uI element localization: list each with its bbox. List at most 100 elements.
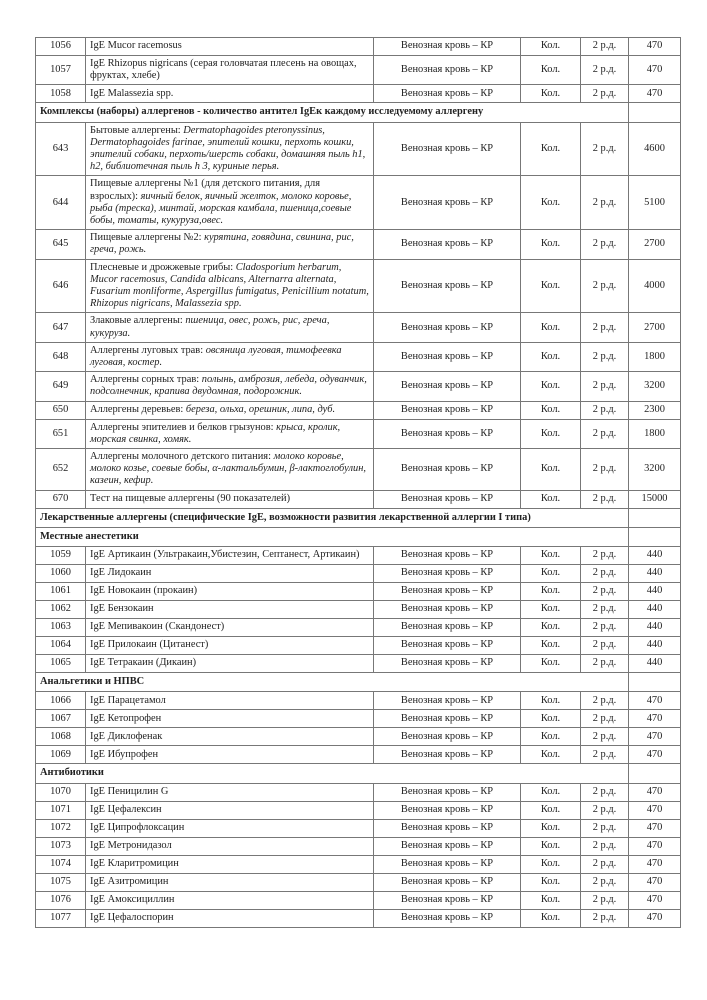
test-name: IgE Бензокаин bbox=[90, 603, 154, 615]
name-cell: IgE Метронидазол bbox=[85, 836, 374, 856]
name-cell: IgE Мепивакоин (Скандонест) bbox=[85, 618, 374, 638]
duration-cell: 2 р.д. bbox=[580, 890, 629, 910]
material-cell: Венозная кровь – КР bbox=[373, 312, 521, 343]
allergen-list: крыса, кролик, морская свинка, хомяк. bbox=[90, 421, 341, 445]
code-cell: 651 bbox=[35, 418, 86, 450]
code-cell: 1062 bbox=[35, 600, 86, 620]
table-row: 645 Пищевые аллергены №2: курятина, говяд… bbox=[35, 229, 681, 260]
table-row: 1068 IgE Диклофенак Венозная кровь – КР Кол… bbox=[35, 727, 681, 747]
test-name: IgE Лидокаин bbox=[90, 567, 152, 579]
name-cell: IgE Rhizopus nigricans (серая головчатая… bbox=[85, 54, 374, 86]
method-cell: Кол. bbox=[520, 691, 581, 711]
material-cell: Венозная кровь – КР bbox=[373, 908, 521, 928]
method-cell: Кол. bbox=[520, 818, 581, 838]
table-row: 651 Аллергены эпителиев и белков грызунов… bbox=[35, 418, 681, 450]
code-cell: 1075 bbox=[35, 872, 86, 892]
test-name: IgE Новокаин (прокаин) bbox=[90, 585, 198, 597]
test-name: IgE Метронидазол bbox=[90, 839, 172, 851]
method-cell: Кол. bbox=[520, 121, 581, 177]
name-cell: IgE Прилокаин (Цитанест) bbox=[85, 636, 374, 656]
duration-cell: 2 р.д. bbox=[580, 654, 629, 674]
section-header-row: Местные анестетики bbox=[35, 526, 681, 548]
method-cell: Кол. bbox=[520, 618, 581, 638]
price-cell: 470 bbox=[628, 709, 681, 729]
method-cell: Кол. bbox=[520, 400, 581, 420]
price-cell: 1800 bbox=[628, 418, 681, 450]
test-name: Аллергены деревьев: bbox=[90, 404, 186, 416]
material-cell: Венозная кровь – КР bbox=[373, 618, 521, 638]
code-cell: 670 bbox=[35, 489, 86, 509]
duration-cell: 2 р.д. bbox=[580, 371, 629, 402]
material-cell: Венозная кровь – КР bbox=[373, 229, 521, 260]
table-row: 1065 IgE Тетракаин (Дикаин) Венозная кровь… bbox=[35, 654, 681, 674]
section-title: Анальгетики и НПВС bbox=[35, 672, 629, 693]
method-cell: Кол. bbox=[520, 654, 581, 674]
test-name: Тест на пищевые аллергены (90 показателе… bbox=[90, 493, 291, 505]
table-row: 1076 IgE Амоксициллин Венозная кровь – КР К… bbox=[35, 890, 681, 910]
duration-cell: 2 р.д. bbox=[580, 600, 629, 620]
duration-cell: 2 р.д. bbox=[580, 636, 629, 656]
code-cell: 1074 bbox=[35, 854, 86, 874]
price-cell: 1800 bbox=[628, 341, 681, 373]
allergen-list: Cladosporium herbarum, Mucor racemosus, … bbox=[90, 261, 369, 310]
test-name: IgE Азитромицин bbox=[90, 875, 169, 887]
duration-cell: 2 р.д. bbox=[580, 818, 629, 838]
test-name: Аллергены луговых трав: bbox=[90, 344, 206, 356]
test-name: IgE Кетопрофен bbox=[90, 712, 162, 724]
name-cell: Аллергены сорных трав: полынь, амброзия,… bbox=[85, 371, 374, 402]
material-cell: Венозная кровь – КР bbox=[373, 54, 521, 86]
material-cell: Венозная кровь – КР bbox=[373, 782, 521, 802]
price-cell: 470 bbox=[628, 890, 681, 910]
duration-cell: 2 р.д. bbox=[580, 836, 629, 856]
table-row: 1072 IgE Ципрофлоксацин Венозная кровь – К… bbox=[35, 818, 681, 838]
method-cell: Кол. bbox=[520, 745, 581, 765]
name-cell: Тест на пищевые аллергены (90 показателе… bbox=[85, 489, 374, 509]
table-row: 1060 IgE Лидокаин Венозная кровь – КР Кол. 2… bbox=[35, 564, 681, 584]
test-name: IgE Тетракаин (Дикаин) bbox=[90, 657, 197, 669]
duration-cell: 2 р.д. bbox=[580, 341, 629, 373]
test-name: Аллергены сорных трав: bbox=[90, 374, 202, 386]
price-cell: 470 bbox=[628, 691, 681, 711]
name-cell: IgE Артикаин (Ультракаин,Убистезин, Септ… bbox=[85, 546, 374, 566]
method-cell: Кол. bbox=[520, 800, 581, 820]
price-cell-empty bbox=[628, 672, 681, 693]
duration-cell: 2 р.д. bbox=[580, 872, 629, 892]
material-cell: Венозная кровь – КР bbox=[373, 564, 521, 584]
name-cell: Аллергены луговых трав: овсяница луговая… bbox=[85, 341, 374, 373]
material-cell: Венозная кровь – КР bbox=[373, 418, 521, 450]
table-row: 1066 IgE Парацетамол Венозная кровь – КР Ко… bbox=[35, 691, 681, 711]
code-cell: 1061 bbox=[35, 582, 86, 602]
test-name: IgE Мепивакоин (Скандонест) bbox=[90, 621, 225, 633]
table-row: 1057 IgE Rhizopus nigricans (серая головч… bbox=[35, 54, 681, 86]
duration-cell: 2 р.д. bbox=[580, 175, 629, 231]
material-cell: Венозная кровь – КР bbox=[373, 600, 521, 620]
test-name: IgE Цефалоспорин bbox=[90, 911, 174, 923]
code-cell: 1071 bbox=[35, 800, 86, 820]
method-cell: Кол. bbox=[520, 418, 581, 450]
test-name: IgE Rhizopus nigricans (серая головчатая… bbox=[90, 58, 357, 82]
method-cell: Кол. bbox=[520, 782, 581, 802]
price-cell-empty bbox=[628, 102, 681, 123]
price-cell: 470 bbox=[628, 872, 681, 892]
material-cell: Венозная кровь – КР bbox=[373, 84, 521, 104]
name-cell: IgE Ибупрофен bbox=[85, 745, 374, 765]
test-name: Аллергены молочного детского питания: bbox=[90, 451, 274, 463]
price-cell: 470 bbox=[628, 745, 681, 765]
section-title: Антибиотики bbox=[35, 763, 629, 784]
method-cell: Кол. bbox=[520, 54, 581, 86]
duration-cell: 2 р.д. bbox=[580, 727, 629, 747]
test-name: IgE Ципрофлоксацин bbox=[90, 821, 185, 833]
code-cell: 1068 bbox=[35, 727, 86, 747]
table-row: 1063 IgE Мепивакоин (Скандонест) Венозная … bbox=[35, 618, 681, 638]
price-cell: 440 bbox=[628, 636, 681, 656]
method-cell: Кол. bbox=[520, 854, 581, 874]
price-cell-empty bbox=[628, 526, 681, 548]
duration-cell: 2 р.д. bbox=[580, 448, 629, 491]
code-cell: 1072 bbox=[35, 818, 86, 838]
method-cell: Кол. bbox=[520, 175, 581, 231]
table-row: 647 Злаковые аллергены: пшеница, овес, ро… bbox=[35, 312, 681, 343]
table-row: 1061 IgE Новокаин (прокаин) Венозная кровь… bbox=[35, 582, 681, 602]
code-cell: 1065 bbox=[35, 654, 86, 674]
section-title: Комплексы (наборы) аллергенов - количест… bbox=[35, 102, 629, 123]
table-row: 646 Плесневые и дрожжевые грибы: Cladospo… bbox=[35, 258, 681, 314]
